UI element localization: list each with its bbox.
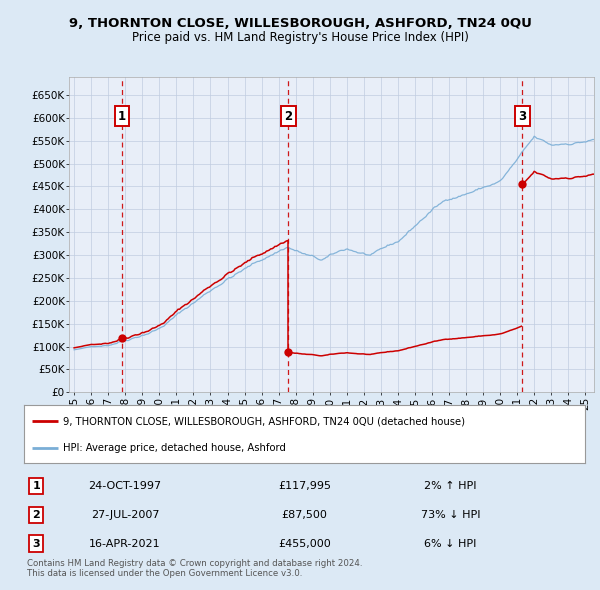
- Text: 27-JUL-2007: 27-JUL-2007: [91, 510, 159, 520]
- Text: £117,995: £117,995: [278, 481, 331, 491]
- Text: 6% ↓ HPI: 6% ↓ HPI: [424, 539, 476, 549]
- Text: 2: 2: [284, 110, 292, 123]
- Text: 9, THORNTON CLOSE, WILLESBOROUGH, ASHFORD, TN24 0QU: 9, THORNTON CLOSE, WILLESBOROUGH, ASHFOR…: [68, 17, 532, 30]
- Text: 1: 1: [118, 110, 126, 123]
- Text: Price paid vs. HM Land Registry's House Price Index (HPI): Price paid vs. HM Land Registry's House …: [131, 31, 469, 44]
- Text: 2% ↑ HPI: 2% ↑ HPI: [424, 481, 476, 491]
- Text: HPI: Average price, detached house, Ashford: HPI: Average price, detached house, Ashf…: [63, 443, 286, 453]
- Text: This data is licensed under the Open Government Licence v3.0.: This data is licensed under the Open Gov…: [27, 569, 302, 578]
- Text: 1: 1: [32, 481, 40, 491]
- Text: 73% ↓ HPI: 73% ↓ HPI: [421, 510, 480, 520]
- Text: 24-OCT-1997: 24-OCT-1997: [88, 481, 161, 491]
- Text: Contains HM Land Registry data © Crown copyright and database right 2024.: Contains HM Land Registry data © Crown c…: [27, 559, 362, 568]
- Text: £455,000: £455,000: [278, 539, 331, 549]
- Text: £87,500: £87,500: [281, 510, 328, 520]
- Text: 9, THORNTON CLOSE, WILLESBOROUGH, ASHFORD, TN24 0QU (detached house): 9, THORNTON CLOSE, WILLESBOROUGH, ASHFOR…: [63, 417, 465, 427]
- Text: 3: 3: [518, 110, 526, 123]
- Text: 3: 3: [32, 539, 40, 549]
- Text: 2: 2: [32, 510, 40, 520]
- Text: 16-APR-2021: 16-APR-2021: [89, 539, 161, 549]
